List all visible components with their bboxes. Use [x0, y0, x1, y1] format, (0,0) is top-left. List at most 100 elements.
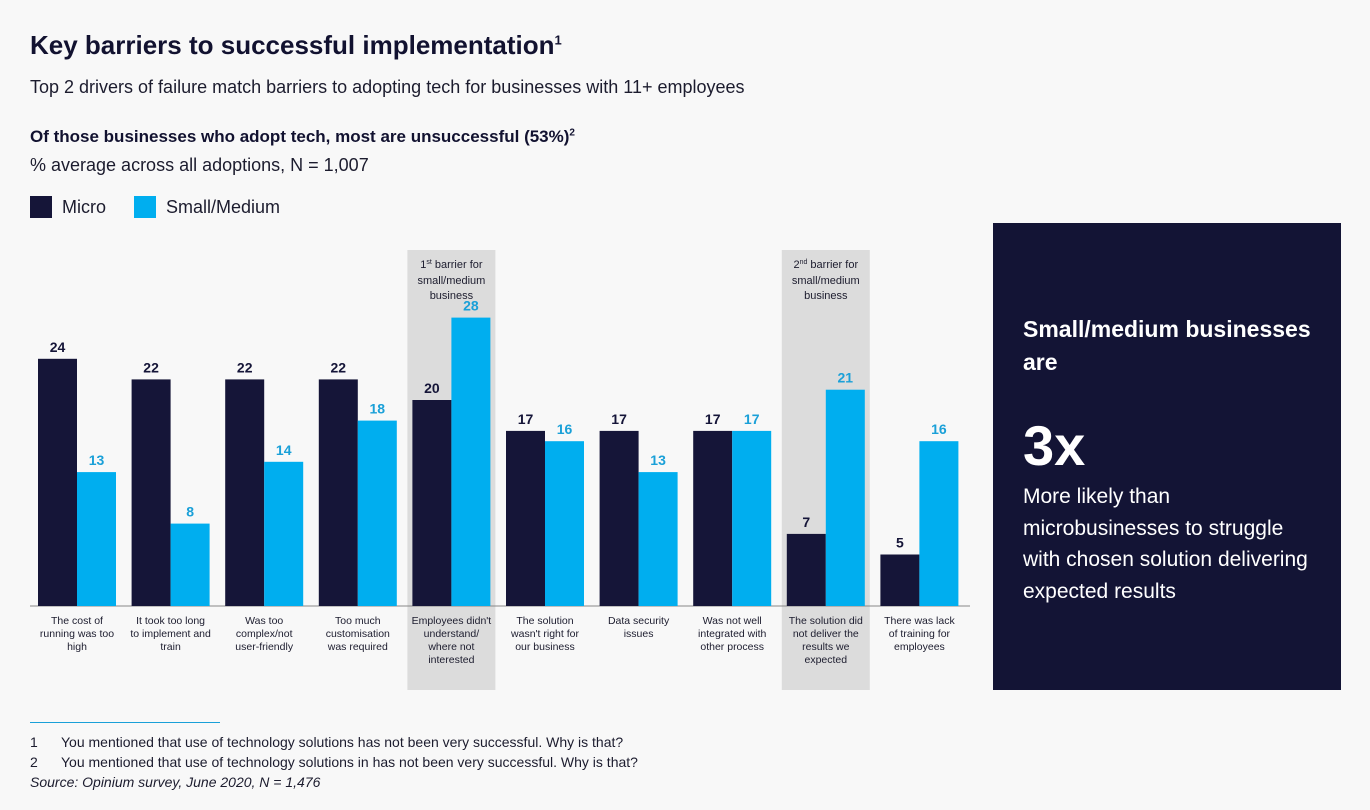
data-label: 22 — [237, 359, 253, 375]
highlight-label: 2nd barrier for — [793, 259, 858, 271]
x-tick-label: Too much — [335, 615, 381, 627]
bar-micro — [693, 430, 733, 606]
x-tick-label: high — [67, 641, 87, 653]
legend-label-micro: Micro — [62, 196, 106, 217]
footnote-number: 1 — [30, 734, 38, 750]
data-label: 17 — [518, 411, 534, 427]
legend-swatch-micro — [30, 196, 52, 218]
data-label: 8 — [186, 504, 194, 520]
page-title-text: Key barriers to successful implementatio… — [30, 30, 555, 60]
x-tick-label: integrated with — [698, 628, 766, 640]
highlight-label-line: business — [804, 290, 848, 302]
footnote-divider — [30, 722, 220, 723]
callout-stat: 3x — [1023, 414, 1086, 477]
bar-small-medium — [77, 472, 116, 606]
chart-heading-text: Of those businesses who adopt tech, most… — [30, 127, 570, 146]
x-tick-label: wasn't right for — [510, 628, 579, 640]
page-title: Key barriers to successful implementatio… — [30, 30, 562, 61]
callout-heading: Small/medium businesses are — [1023, 316, 1311, 376]
data-label: 17 — [611, 411, 627, 427]
bar-small-medium — [919, 441, 959, 606]
x-tick-label: employees — [894, 641, 945, 653]
bar-micro — [412, 400, 452, 606]
highlight-label-line: small/medium — [792, 275, 860, 287]
footnote-2: 2 You mentioned that use of technology s… — [30, 752, 638, 772]
x-tick-label: Was too — [245, 615, 283, 627]
bar-small-medium — [451, 317, 491, 606]
chart-heading-footnote-marker: 2 — [569, 127, 575, 139]
x-tick-label: Was not well — [703, 615, 762, 627]
x-tick-label: The solution did — [789, 615, 863, 627]
x-tick-label: our business — [515, 641, 575, 653]
callout-text: More likely than microbusinesses to stru… — [1023, 485, 1308, 603]
data-label: 18 — [370, 401, 386, 417]
x-tick-label: not deliver the — [793, 628, 859, 640]
x-tick-label: issues — [624, 628, 654, 640]
x-tick-label: to implement and — [130, 628, 211, 640]
legend-item-micro: Micro — [30, 196, 106, 218]
chart-legend: Micro Small/Medium — [30, 196, 280, 218]
footnote-1: 1 You mentioned that use of technology s… — [30, 732, 638, 752]
data-label: 22 — [331, 359, 347, 375]
highlight-label-line: small/medium — [417, 275, 485, 287]
data-label: 17 — [705, 411, 721, 427]
data-label: 16 — [931, 421, 947, 437]
x-tick-label: was required — [327, 641, 388, 653]
bar-micro — [786, 533, 826, 606]
x-tick-label: running was too — [40, 628, 114, 640]
data-label: 21 — [838, 370, 854, 386]
footnote-text: You mentioned that use of technology sol… — [61, 754, 638, 770]
bar-small-medium — [264, 461, 304, 606]
footnotes: 1 You mentioned that use of technology s… — [30, 732, 638, 792]
x-tick-label: other process — [700, 641, 764, 653]
data-label: 17 — [744, 411, 760, 427]
x-tick-label: customisation — [326, 628, 390, 640]
x-tick-label: where not — [427, 641, 474, 653]
legend-item-small-medium: Small/Medium — [134, 196, 280, 218]
x-tick-label: Employees didn't — [412, 615, 492, 627]
x-tick-label: train — [160, 641, 181, 653]
bar-micro — [131, 379, 171, 606]
data-label: 13 — [89, 452, 105, 468]
bar-micro — [880, 554, 920, 606]
page-subtitle: Top 2 drivers of failure match barriers … — [30, 77, 745, 97]
bar-micro — [225, 379, 265, 606]
footnote-text: You mentioned that use of technology sol… — [61, 734, 624, 750]
title-footnote-marker: 1 — [554, 32, 562, 48]
bar-micro — [599, 430, 639, 606]
x-tick-label: of training for — [889, 628, 951, 640]
bar-small-medium — [170, 523, 210, 606]
bar-chart: 1st barrier for small/medium business 2nd b… — [30, 250, 970, 690]
chart-subheading: % average across all adoptions, N = 1,00… — [30, 155, 369, 175]
data-label: 14 — [276, 442, 292, 458]
x-tick-label: The cost of — [51, 615, 103, 627]
chart-heading: Of those businesses who adopt tech, most… — [30, 127, 575, 147]
data-label: 13 — [650, 452, 666, 468]
bar-micro — [506, 430, 545, 606]
data-label: 20 — [424, 380, 440, 396]
data-label: 22 — [143, 359, 159, 375]
x-tick-label: interested — [428, 654, 474, 666]
x-tick-label: results we — [802, 641, 849, 653]
bar-small-medium — [638, 472, 678, 606]
data-label: 5 — [896, 535, 904, 551]
callout-panel: Small/medium businesses are 3x More like… — [993, 223, 1341, 690]
x-tick-label: Data security — [608, 615, 670, 627]
bar-small-medium — [825, 389, 865, 606]
legend-swatch-small-medium — [134, 196, 156, 218]
x-tick-label: expected — [804, 654, 847, 666]
bar-small-medium — [357, 420, 397, 606]
bar-small-medium — [545, 441, 584, 606]
data-label: 24 — [50, 339, 66, 355]
source-note: Source: Opinium survey, June 2020, N = 1… — [30, 774, 321, 790]
x-tick-label: It took too long — [136, 615, 205, 627]
legend-label-small-medium: Small/Medium — [166, 196, 281, 217]
highlight-label-line: business — [430, 290, 474, 302]
data-label: 16 — [557, 421, 573, 437]
data-label: 7 — [802, 514, 810, 530]
x-tick-label: user-friendly — [235, 641, 294, 653]
x-tick-label: The solution — [516, 615, 573, 627]
x-tick-label: complex/not — [236, 628, 293, 640]
highlight-label: 1st barrier for — [420, 259, 483, 271]
bar-micro — [318, 379, 358, 606]
